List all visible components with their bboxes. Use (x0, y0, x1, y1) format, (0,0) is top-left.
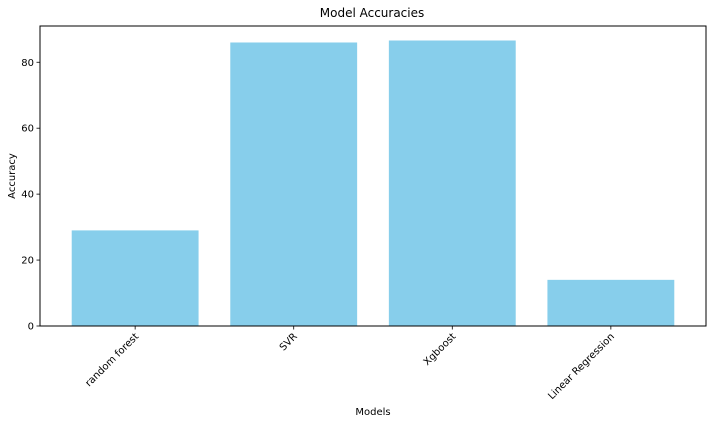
y-axis-label: Accuracy (7, 153, 18, 199)
x-tick-label-3: Linear Regression (546, 331, 617, 402)
x-tick-label-0: random forest (83, 331, 141, 389)
bar-2 (388, 40, 516, 326)
chart-title: Model Accuracies (320, 6, 425, 20)
y-tick-label-4: 80 (21, 58, 34, 69)
y-tick-label-3: 60 (21, 124, 34, 135)
x-axis: random forest SVR Xgboost Linear Regression (83, 326, 617, 402)
y-tick-label-0: 0 (28, 322, 34, 333)
x-axis-label: Models (355, 407, 390, 418)
bars-group (71, 40, 675, 326)
y-tick-label-2: 40 (21, 190, 34, 201)
bar-0 (71, 230, 199, 326)
bar-1 (230, 42, 358, 326)
x-tick-label-1: SVR (278, 331, 300, 353)
y-tick-label-1: 20 (21, 256, 34, 267)
bar-3 (547, 279, 675, 326)
x-tick-label-2: Xgboost (422, 331, 459, 368)
plot-frame (39, 25, 707, 327)
y-axis: 0 20 40 60 80 (21, 58, 40, 333)
